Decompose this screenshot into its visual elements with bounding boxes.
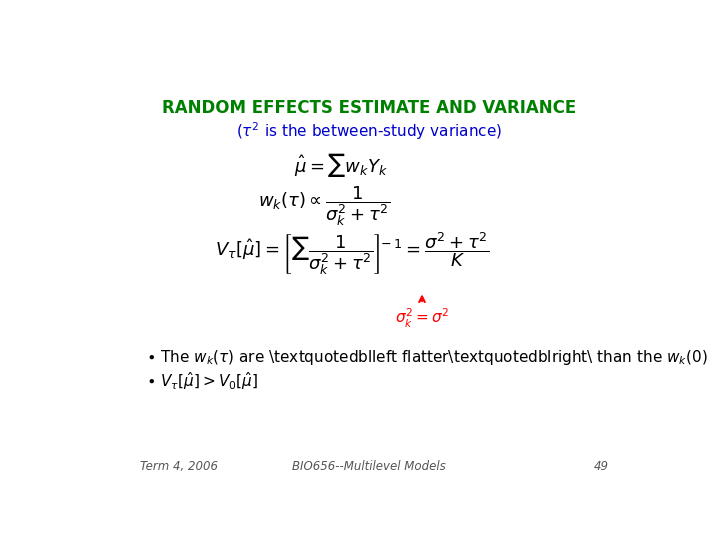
Text: $w_k(\tau) \propto \dfrac{1}{\sigma_k^2 + \tau^2}$: $w_k(\tau) \propto \dfrac{1}{\sigma_k^2 …	[258, 184, 390, 228]
Text: $V_\tau[\hat{\mu}] = \left[\sum \dfrac{1}{\sigma_k^2 + \tau^2}\right]^{\!\!-1} =: $V_\tau[\hat{\mu}] = \left[\sum \dfrac{1…	[215, 231, 490, 278]
Text: Term 4, 2006: Term 4, 2006	[140, 460, 218, 472]
Text: RANDOM EFFECTS ESTIMATE AND VARIANCE: RANDOM EFFECTS ESTIMATE AND VARIANCE	[162, 99, 576, 118]
Text: 49: 49	[594, 460, 609, 472]
Text: $\bullet$ The $w_k(\tau)$ are \textquotedblleft flatter\textquotedblright\ than : $\bullet$ The $w_k(\tau)$ are \textquote…	[145, 348, 708, 367]
Text: $\bullet\ V_\tau[\hat{\mu}] > V_0[\hat{\mu}]$: $\bullet\ V_\tau[\hat{\mu}] > V_0[\hat{\…	[145, 370, 258, 392]
Text: $(\tau^2\ \mathrm{is\ the\ between\text{-}study\ variance})$: $(\tau^2\ \mathrm{is\ the\ between\text{…	[236, 120, 502, 142]
Text: $\hat{\mu} = \sum w_k Y_k$: $\hat{\mu} = \sum w_k Y_k$	[294, 151, 388, 179]
Text: BIO656--Multilevel Models: BIO656--Multilevel Models	[292, 460, 446, 472]
Text: $\sigma_k^2 = \sigma^2$: $\sigma_k^2 = \sigma^2$	[395, 307, 449, 330]
